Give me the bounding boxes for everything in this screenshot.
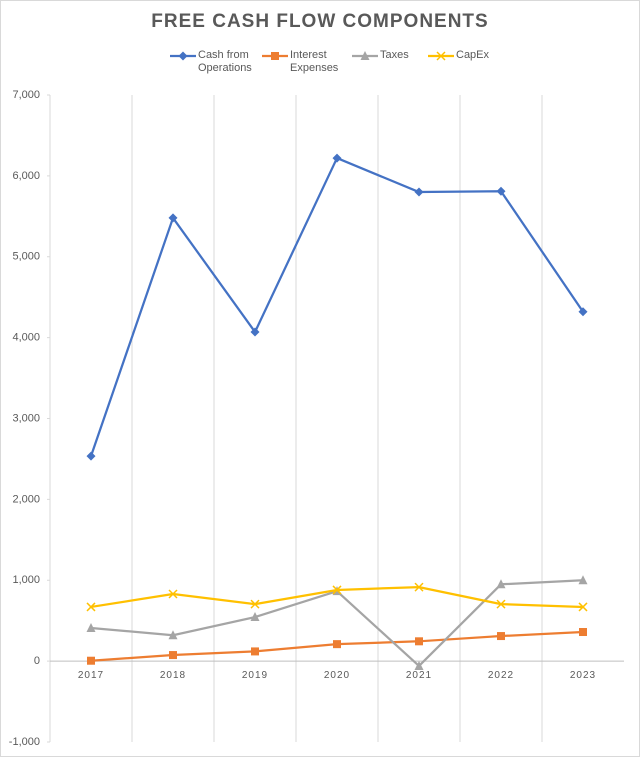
point: [271, 52, 279, 60]
point: [415, 637, 423, 646]
point: [436, 51, 446, 61]
legend-label: Cash from Operations: [198, 49, 252, 74]
y-tick-label: 6,000: [12, 170, 40, 182]
point: [332, 153, 342, 163]
point: [168, 213, 178, 223]
point: [578, 602, 588, 612]
point: [332, 585, 342, 595]
point: [86, 622, 96, 632]
y-tick-label: -1,000: [9, 736, 40, 748]
legend-label: Interest Expenses: [290, 49, 339, 74]
point: [579, 628, 587, 637]
point: [250, 599, 260, 609]
point: [414, 660, 424, 670]
y-tick-label: 5,000: [12, 251, 40, 263]
point: [87, 656, 95, 665]
point: [414, 582, 424, 592]
point: [250, 612, 260, 622]
point: [86, 602, 96, 612]
x-tick-label: 2022: [488, 670, 514, 681]
point: [251, 647, 259, 656]
point: [578, 307, 588, 317]
point: [578, 575, 588, 585]
point: [496, 599, 506, 609]
y-tick-label: 3,000: [12, 412, 40, 424]
point: [168, 589, 178, 599]
x-tick-label: 2020: [324, 670, 350, 681]
point: [178, 51, 188, 61]
point: [414, 187, 424, 197]
y-tick-label: 0: [34, 655, 40, 667]
point: [360, 51, 370, 60]
y-tick-label: 2,000: [12, 493, 40, 505]
point: [496, 579, 506, 589]
x-tick-label: 2021: [406, 670, 432, 681]
point: [496, 186, 506, 196]
y-tick-label: 4,000: [12, 332, 40, 344]
point: [497, 632, 505, 641]
legend-label: Taxes: [380, 49, 409, 61]
point: [169, 651, 177, 660]
point: [86, 451, 96, 461]
x-tick-label: 2018: [160, 670, 186, 681]
x-tick-label: 2019: [242, 670, 268, 681]
point: [333, 640, 341, 649]
x-tick-label: 2017: [78, 670, 104, 681]
point: [168, 630, 178, 640]
x-tick-label: 2023: [570, 670, 596, 681]
y-tick-label: 1,000: [12, 574, 40, 586]
legend-label: CapEx: [456, 49, 490, 61]
point: [250, 327, 260, 337]
chart-title: FREE CASH FLOW COMPONENTS: [151, 11, 488, 32]
y-tick-label: 7,000: [12, 89, 40, 101]
